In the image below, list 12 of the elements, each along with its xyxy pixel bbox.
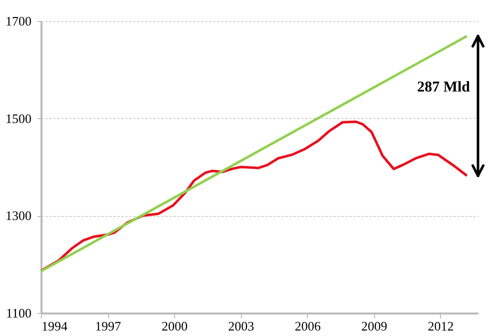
annotation: 287 Mld (417, 79, 471, 96)
x-tick-label: 1997 (95, 318, 122, 334)
x-tick-label: 2012 (428, 318, 454, 334)
x-tick-label: 2006 (294, 318, 322, 334)
y-tick-label: 1500 (6, 110, 32, 126)
x-tick-label: 1994 (42, 318, 68, 334)
y-tick-label: 1100 (6, 306, 32, 320)
x-tick-label: 2009 (361, 318, 388, 334)
y-tick-label: 1300 (6, 208, 32, 224)
x-tick-label: 2000 (162, 318, 188, 334)
x-tick-label: 2003 (228, 318, 254, 334)
y-tick-label: 1700 (6, 14, 32, 28)
